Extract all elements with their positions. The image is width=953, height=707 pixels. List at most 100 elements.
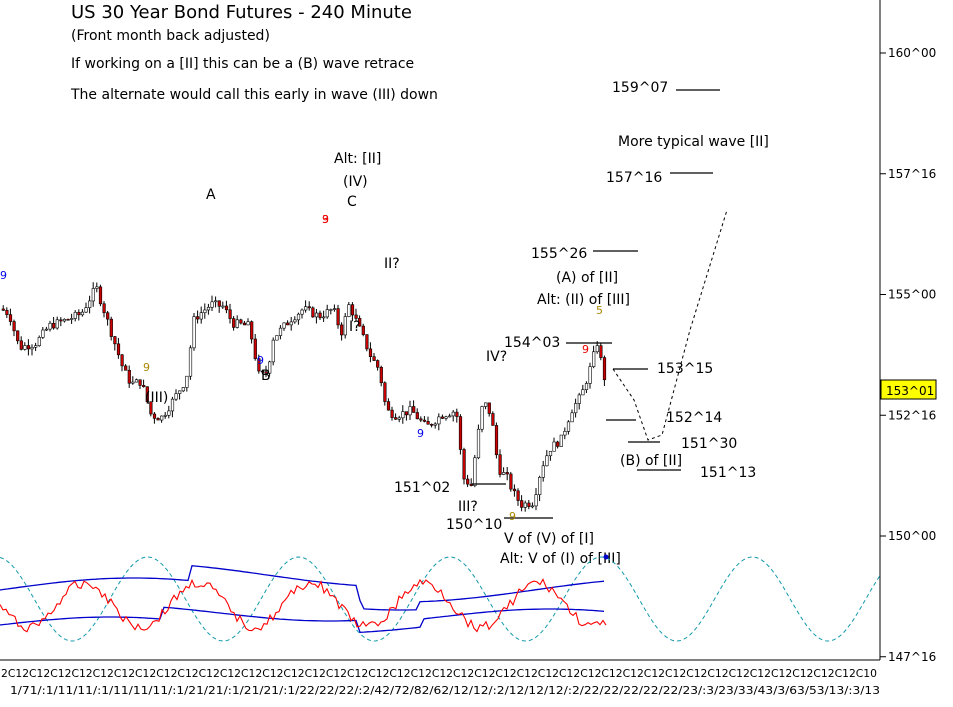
up-candle: [246, 321, 250, 326]
down-candle: [509, 473, 513, 490]
up-candle: [566, 421, 571, 432]
up-candle: [293, 319, 297, 323]
down-candle: [358, 318, 362, 327]
wave-label: (III): [145, 390, 168, 406]
count-label: 5: [596, 304, 603, 317]
down-candle: [365, 334, 369, 350]
down-candle: [383, 382, 387, 402]
down-candle: [257, 358, 261, 372]
oscillator-panel: [0, 554, 881, 642]
down-candle: [260, 370, 265, 373]
price-tick-label: 157^16: [888, 167, 936, 181]
up-candle: [210, 301, 214, 308]
down-candle: [52, 322, 56, 329]
down-candle: [466, 478, 470, 485]
wave-label: More typical wave [II]: [618, 134, 769, 150]
up-candle: [268, 361, 272, 374]
count-label: 3: [322, 213, 329, 226]
down-candle: [142, 385, 146, 387]
price-level-label: 154^03: [504, 335, 560, 351]
up-candle: [55, 319, 59, 329]
up-candle: [80, 311, 85, 316]
up-candle: [170, 398, 175, 412]
current-price-label: 153^01: [886, 384, 934, 398]
down-candle: [66, 318, 70, 321]
up-candle: [174, 393, 178, 400]
up-candle: [480, 406, 484, 430]
down-candle: [232, 318, 236, 328]
current-price-box: [880, 379, 937, 400]
down-candle: [422, 419, 427, 422]
up-candle: [37, 337, 41, 346]
down-candle: [307, 306, 311, 309]
up-candle: [275, 335, 279, 341]
down-candle: [354, 314, 358, 319]
up-candle: [401, 411, 405, 419]
price-level-label: 151^13: [700, 465, 756, 481]
count-label: 9: [509, 510, 516, 523]
count-label: 9: [143, 361, 150, 374]
down-candle: [419, 418, 423, 421]
up-candle: [282, 322, 286, 329]
down-candle: [19, 340, 23, 350]
up-candle: [178, 390, 182, 394]
down-candle: [516, 490, 520, 501]
up-candle: [278, 327, 283, 336]
up-candle: [548, 450, 553, 457]
down-candle: [505, 472, 509, 475]
down-candle: [455, 411, 459, 417]
down-candle: [224, 305, 229, 311]
down-candle: [372, 356, 376, 361]
up-candle: [221, 305, 225, 308]
price-tick-label: 160^00: [888, 46, 936, 60]
price-level-label: 151^02: [394, 480, 450, 496]
up-candle: [437, 416, 441, 425]
up-candle: [534, 494, 538, 507]
down-candle: [390, 409, 394, 418]
down-candle: [527, 502, 531, 507]
down-candle: [109, 318, 113, 337]
price-tick-label: 155^00: [888, 288, 936, 302]
count-label: 9: [582, 343, 589, 356]
down-candle: [113, 336, 117, 345]
down-candle: [599, 345, 603, 358]
up-candle: [199, 312, 203, 320]
up-candle: [34, 345, 38, 348]
up-candle: [563, 431, 567, 436]
down-candle: [394, 417, 398, 420]
up-candle: [332, 308, 337, 310]
down-candle: [145, 386, 149, 403]
wave-label: V of (V) of [I]: [504, 531, 594, 547]
price-tick-label: 150^00: [888, 529, 936, 543]
up-candle: [581, 389, 585, 396]
down-candle: [361, 325, 365, 335]
up-candle: [523, 502, 527, 508]
wave-label: Alt: (II) of [III]: [537, 292, 630, 308]
up-candle: [214, 300, 218, 303]
up-candle: [448, 415, 452, 418]
down-candle: [242, 322, 247, 326]
price-ticks: 160^00 157^16 155^00 152^16 150^00 147^16: [880, 46, 936, 664]
count-label: 9: [257, 354, 264, 367]
up-candle: [30, 346, 34, 350]
up-candle: [192, 316, 196, 349]
up-candle: [592, 351, 596, 367]
down-candle: [16, 330, 20, 342]
wave-label: IV?: [486, 349, 507, 365]
price-level-label: 151^30: [681, 436, 737, 452]
up-candle: [167, 410, 171, 416]
down-candle: [217, 300, 221, 307]
down-candle: [124, 365, 128, 371]
down-candle: [376, 360, 380, 368]
price-level-label: 155^26: [531, 246, 587, 262]
down-candle: [253, 338, 257, 359]
down-candle: [286, 322, 290, 326]
up-candle: [559, 434, 563, 447]
down-candle: [102, 303, 106, 314]
up-candle: [235, 319, 239, 328]
down-candle: [494, 425, 499, 456]
up-candle: [300, 309, 304, 315]
price-level-label: 157^16: [606, 170, 662, 186]
price-tick-label: 147^16: [888, 650, 936, 664]
wave-label: Alt: V of (I) of [III]: [500, 551, 621, 567]
